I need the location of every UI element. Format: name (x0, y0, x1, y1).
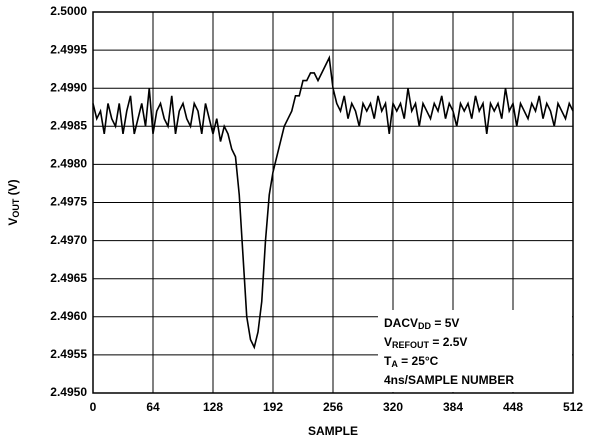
plot-frame (92, 11, 574, 394)
annotation: VREFOUT = 2.5V (384, 335, 467, 350)
y-tick-label: 2.4985 (50, 118, 87, 132)
annotation-box (378, 310, 572, 392)
annotation-part: DD (418, 321, 431, 331)
annotation-part: DACV (384, 316, 418, 330)
annotation-part: = 25°C (398, 354, 439, 368)
y-axis-title-part: OUT (11, 198, 21, 218)
x-tick-label: 64 (146, 400, 160, 414)
x-tick-label: 512 (563, 400, 583, 414)
annotation: DACVDD = 5V (384, 316, 459, 331)
x-tick-label: 448 (503, 400, 523, 414)
y-axis-title-part: V (6, 218, 20, 226)
annotation-part: = 5V (431, 316, 459, 330)
y-tick-label: 2.4990 (50, 80, 87, 94)
y-tick-label: 2.4965 (50, 271, 87, 285)
x-tick-label: 256 (323, 400, 343, 414)
y-axis-title-part: (V) (6, 179, 20, 198)
annotation-part: REFOUT (392, 340, 430, 350)
annotation-part: V (384, 335, 392, 349)
y-tick-label: 2.4950 (50, 385, 87, 399)
annotation: TA = 25°C (384, 354, 439, 369)
annotation-part: = 2.5V (429, 335, 467, 349)
y-tick-label: 2.4975 (50, 195, 87, 209)
annotation-part: 4ns/SAMPLE NUMBER (384, 373, 514, 387)
y-tick-label: 2.5000 (50, 4, 87, 18)
y-tick-label: 2.4970 (50, 233, 87, 247)
annotation-part: T (384, 354, 392, 368)
y-tick-label: 2.4960 (50, 309, 87, 323)
x-tick-label: 128 (203, 400, 223, 414)
y-axis-title: VOUT (V) (6, 179, 21, 225)
annotation: 4ns/SAMPLE NUMBER (384, 373, 514, 387)
data-line (92, 54, 574, 350)
x-tick-label: 192 (263, 400, 283, 414)
x-tick-label: 0 (90, 400, 97, 414)
y-tick-label: 2.4955 (50, 347, 87, 361)
annotation-part: A (391, 359, 398, 369)
x-tick-label: 384 (443, 400, 463, 414)
y-tick-label: 2.4980 (50, 157, 87, 171)
x-tick-label: 320 (383, 400, 403, 414)
y-tick-label: 2.4995 (50, 42, 87, 56)
x-axis-title: SAMPLE (308, 424, 358, 438)
